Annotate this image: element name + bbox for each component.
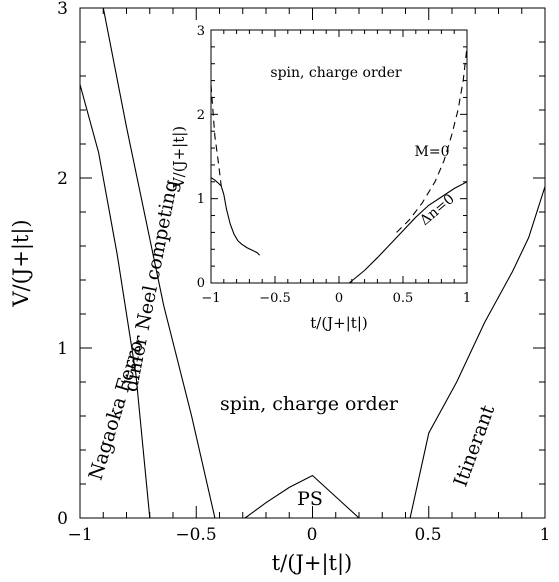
inset-x-tick-label: 1: [463, 291, 471, 306]
boundary-curve: [210, 177, 260, 256]
inset-y-tick-label: 3: [197, 24, 205, 39]
boundary-curve-dashed: [210, 84, 222, 187]
region-label-dimer-neel: dimer Neel competing: [120, 178, 183, 394]
boundary-curve: [79, 84, 151, 519]
main-x-tick-label: 0.5: [414, 525, 441, 545]
main-x-tick-label: −0.5: [175, 525, 216, 545]
main-y-tick-label: 0: [57, 509, 68, 529]
boundary-curve: [102, 7, 216, 519]
boundary-curve: [409, 186, 546, 519]
main-x-tick-label: 0: [307, 525, 318, 545]
region-label-spin-charge-order: spin, charge order: [220, 393, 399, 415]
main-x-tick-label: 1: [540, 525, 551, 545]
inset-ticks: [210, 29, 468, 284]
main-y-tick-label: 1: [57, 339, 68, 359]
inset-y-tick-label: 1: [197, 192, 205, 207]
inset-x-tick-label: 0: [335, 291, 343, 306]
inset-background: [211, 30, 467, 283]
region-label-ps: PS: [297, 488, 323, 510]
main-x-tick-label: −1: [67, 525, 92, 545]
inset-curves: [210, 46, 468, 284]
main-y-tick-label: 2: [57, 169, 68, 189]
boundary-curve: [348, 181, 468, 284]
region-label-itinerant: Itinerant: [449, 402, 499, 490]
inset-label-spin-charge-order: spin, charge order: [270, 65, 402, 81]
inset-label-m-zero: M=0: [415, 144, 450, 160]
inset-y-tick-label: 0: [197, 276, 205, 291]
inset-y-tick-label: 2: [197, 108, 205, 123]
main-ticks: [79, 7, 546, 519]
main-y-tick-label: 3: [57, 0, 68, 19]
main-curves: [79, 7, 546, 519]
boundary-curve: [244, 474, 360, 519]
inset-x-tick-label: −1: [201, 291, 220, 306]
main-y-axis-title: V/(J+|t|): [9, 219, 34, 307]
main-x-axis-title: t/(J+|t|): [272, 551, 353, 576]
boundary-curve-dashed: [396, 46, 468, 233]
inset-x-tick-label: 0.5: [393, 291, 414, 306]
inset-x-tick-label: −0.5: [259, 291, 291, 306]
inset-x-axis-title: t/(J+|t|): [310, 314, 368, 332]
inset-y-axis-title: V/(J+|t|): [170, 126, 188, 189]
